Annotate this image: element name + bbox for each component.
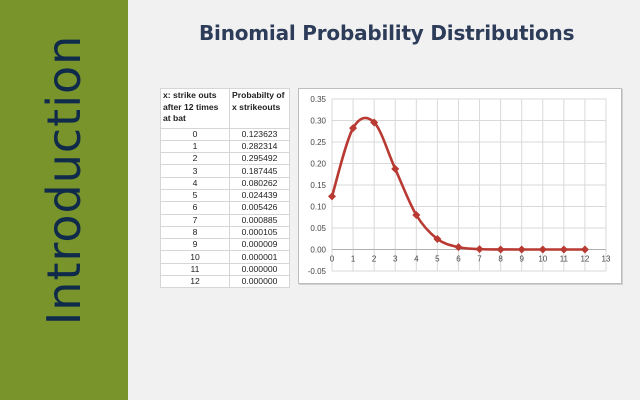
cell-probability: 0.187445 bbox=[229, 164, 290, 178]
data-point-marker bbox=[475, 245, 484, 254]
x-tick-label: 8 bbox=[498, 255, 503, 264]
cell-x: 12 bbox=[160, 275, 230, 289]
probability-chart: 0.35 0.30 0.25 0.20 0.15 0.10 0.05 0.00 -0.05 0 1 2… bbox=[298, 88, 622, 284]
section-title: Introduction bbox=[37, 34, 91, 326]
table-row: 11 0.000000 bbox=[160, 262, 290, 277]
cell-probability: 0.000009 bbox=[229, 238, 290, 252]
cell-x: 11 bbox=[160, 262, 230, 277]
cell-x: 7 bbox=[160, 213, 230, 227]
column-header-x: x: strike outs after 12 times at bat bbox=[160, 88, 230, 129]
cell-x: 10 bbox=[160, 250, 230, 264]
cell-x: 3 bbox=[160, 164, 230, 178]
cell-probability: 0.000000 bbox=[229, 262, 290, 277]
table-row: 10 0.000001 bbox=[160, 250, 290, 264]
x-tick-label: 9 bbox=[519, 255, 524, 264]
cell-probability: 0.123623 bbox=[229, 127, 290, 141]
cell-x: 5 bbox=[160, 188, 230, 203]
table-row: 0 0.123623 bbox=[160, 127, 290, 141]
cell-probability: 0.005426 bbox=[229, 201, 290, 215]
x-tick-label: 0 bbox=[330, 255, 335, 264]
cell-probability: 0.024439 bbox=[229, 188, 290, 203]
data-point-marker bbox=[370, 118, 379, 127]
data-point-marker bbox=[517, 245, 526, 254]
cell-probability: 0.000000 bbox=[229, 275, 290, 289]
table-row: 9 0.000009 bbox=[160, 238, 290, 252]
y-tick-label: 0.15 bbox=[310, 181, 326, 190]
sidebar: Introduction bbox=[0, 0, 128, 400]
cell-x: 2 bbox=[160, 152, 230, 166]
y-tick-label: 0.10 bbox=[310, 203, 326, 212]
table-row: 1 0.282314 bbox=[160, 139, 290, 154]
x-tick-label: 12 bbox=[580, 255, 589, 264]
x-tick-label: 2 bbox=[372, 255, 377, 264]
x-tick-label: 7 bbox=[477, 255, 482, 264]
y-tick-label: -0.05 bbox=[308, 267, 327, 276]
x-tick-label: 10 bbox=[538, 255, 547, 264]
x-tick-label: 1 bbox=[351, 255, 356, 264]
data-point-marker bbox=[433, 234, 442, 243]
cell-x: 4 bbox=[160, 176, 230, 190]
y-tick-label: 0.30 bbox=[310, 117, 326, 126]
cell-probability: 0.282314 bbox=[229, 139, 290, 154]
cell-probability: 0.000001 bbox=[229, 250, 290, 264]
table-row: 12 0.000000 bbox=[160, 275, 290, 289]
slide-title: Binomial Probability Distributions bbox=[199, 21, 575, 45]
chart-plot: 0.350.300.250.200.150.100.050.00-0.050 1 2… bbox=[308, 95, 611, 276]
probability-table: x: strike outs after 12 times at bat Pro… bbox=[160, 88, 290, 289]
x-tick-label: 3 bbox=[393, 255, 398, 264]
table-row: 5 0.024439 bbox=[160, 188, 290, 203]
cell-probability: 0.080262 bbox=[229, 176, 290, 190]
table-row: 6 0.005426 bbox=[160, 201, 290, 215]
data-point-marker bbox=[412, 210, 421, 219]
data-point-marker bbox=[349, 124, 358, 133]
y-tick-label: 0.25 bbox=[310, 138, 326, 147]
cell-x: 0 bbox=[160, 127, 230, 141]
cell-probability: 0.000885 bbox=[229, 213, 290, 227]
x-tick-label: 4 bbox=[414, 255, 419, 264]
data-point-marker bbox=[496, 245, 505, 254]
data-point-marker bbox=[580, 245, 589, 254]
table-row: 2 0.295492 bbox=[160, 152, 290, 166]
x-tick-label: 5 bbox=[435, 255, 440, 264]
cell-x: 1 bbox=[160, 139, 230, 154]
x-tick-label: 13 bbox=[602, 255, 611, 264]
cell-probability: 0.000105 bbox=[229, 225, 290, 240]
column-header-probability: Probabilty of x strikeouts bbox=[229, 88, 290, 129]
cell-x: 6 bbox=[160, 201, 230, 215]
data-point-marker bbox=[391, 164, 400, 173]
y-tick-label: 0.05 bbox=[310, 224, 326, 233]
table-row: 3 0.187445 bbox=[160, 164, 290, 178]
table-row: 7 0.000885 bbox=[160, 213, 290, 227]
table-row: 4 0.080262 bbox=[160, 176, 290, 190]
y-tick-label: 0.20 bbox=[310, 160, 326, 169]
y-tick-label: 0.35 bbox=[310, 95, 326, 104]
table-row: 8 0.000105 bbox=[160, 225, 290, 240]
cell-x: 8 bbox=[160, 225, 230, 240]
data-point-marker bbox=[454, 243, 463, 252]
cell-probability: 0.295492 bbox=[229, 152, 290, 166]
y-tick-label: 0.00 bbox=[310, 246, 326, 255]
cell-x: 9 bbox=[160, 238, 230, 252]
data-point-marker bbox=[538, 245, 547, 254]
data-point-marker bbox=[559, 245, 568, 254]
data-point-marker bbox=[328, 192, 336, 201]
x-tick-label: 6 bbox=[456, 255, 461, 264]
x-tick-label: 11 bbox=[560, 255, 569, 264]
